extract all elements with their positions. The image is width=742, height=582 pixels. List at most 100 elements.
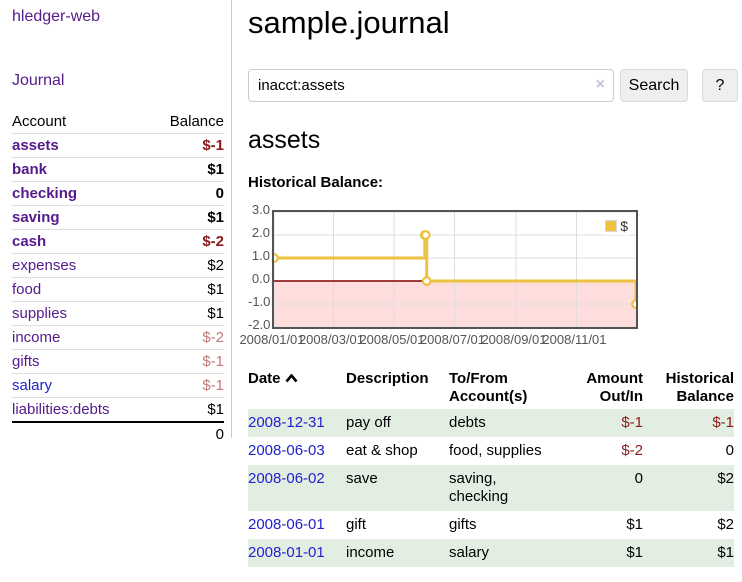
- clear-search-icon[interactable]: ×: [595, 76, 605, 93]
- transaction-description: gift: [346, 516, 367, 533]
- account-heading: assets: [248, 126, 321, 154]
- account-link-income[interactable]: income: [12, 329, 61, 346]
- transaction-account: salary: [449, 544, 490, 561]
- transaction-description: eat & shop: [346, 442, 418, 459]
- account-balance: 0: [148, 181, 224, 206]
- search-input[interactable]: [248, 69, 614, 102]
- account-balance: $-2: [148, 229, 224, 254]
- account-link-food[interactable]: food: [12, 281, 42, 298]
- register-row: 2008-12-31 pay off debts $-1 $-1: [248, 409, 734, 437]
- transaction-balance: $2: [717, 470, 734, 487]
- register-header-balance: Historical Balance: [665, 370, 734, 405]
- transaction-balance: $2: [717, 516, 734, 533]
- account-balance: $2: [148, 253, 224, 278]
- transaction-account: food, supplies: [449, 442, 542, 459]
- y-axis-tick-label: 1.0: [251, 248, 270, 263]
- account-row: salary $-1: [12, 373, 224, 398]
- register-row: 2008-06-02 save saving, checking 0 $2: [248, 465, 734, 511]
- account-row: checking 0: [12, 181, 224, 206]
- x-axis-tick-label: 2008/09/01: [481, 332, 547, 347]
- transaction-description: income: [346, 544, 395, 561]
- transaction-account: saving, checking: [449, 470, 509, 505]
- y-axis-tick-label: 0.0: [251, 271, 270, 286]
- account-balance: $-2: [148, 325, 224, 350]
- account-link-checking[interactable]: checking: [12, 185, 78, 202]
- account-row: expenses $2: [12, 253, 224, 278]
- accounts-total-value: 0: [148, 421, 224, 446]
- transaction-balance: 0: [725, 442, 734, 459]
- account-row: supplies $1: [12, 301, 224, 326]
- account-row: liabilities:debts $1: [12, 397, 224, 422]
- transaction-balance: $-1: [712, 414, 734, 431]
- help-button[interactable]: ?: [702, 69, 738, 102]
- accounts-header-account: Account: [12, 113, 67, 130]
- account-balance: $1: [148, 301, 224, 326]
- transaction-date-link[interactable]: 2008-06-02: [248, 470, 325, 487]
- y-axis-tick-label: -1.0: [248, 294, 271, 309]
- legend-swatch-icon: [605, 220, 618, 232]
- register-table: Date Description To/From Account(s) Amou…: [248, 367, 734, 567]
- register-header-account: To/From Account(s): [449, 370, 528, 405]
- account-link-bank[interactable]: bank: [12, 161, 48, 178]
- transaction-date-link[interactable]: 2008-06-03: [248, 442, 325, 459]
- search-button[interactable]: Search: [620, 69, 688, 102]
- account-balance: $1: [148, 157, 224, 182]
- transaction-amount: $1: [626, 516, 643, 533]
- transaction-date-link[interactable]: 2008-12-31: [248, 414, 325, 431]
- account-link-liabilities-debts[interactable]: liabilities:debts: [12, 401, 110, 418]
- account-link-gifts[interactable]: gifts: [12, 353, 40, 370]
- account-link-cash[interactable]: cash: [12, 233, 47, 250]
- account-link-expenses[interactable]: expenses: [12, 257, 77, 274]
- sidebar: hledger-web Journal Account Balance asse…: [0, 0, 232, 446]
- chart-legend: $: [603, 217, 630, 235]
- register-header-row: Date Description To/From Account(s) Amou…: [248, 367, 734, 409]
- transaction-date-link[interactable]: 2008-01-01: [248, 544, 325, 561]
- account-row: income $-2: [12, 325, 224, 350]
- account-balance: $1: [148, 397, 224, 422]
- historical-balance-chart: $ 3.0 2.0 1.0 0.0 -1.0 -2.0 2008/01/01 2008/03…: [239, 202, 668, 350]
- account-row: assets $-1: [12, 133, 224, 158]
- page-title: sample.journal: [248, 5, 450, 40]
- register-row: 2008-06-01 gift gifts $1 $2: [248, 511, 734, 539]
- chart-title: Historical Balance:: [248, 174, 384, 191]
- account-row: cash $-2: [12, 229, 224, 254]
- account-balance: $-1: [148, 349, 224, 374]
- search-form: × Search ?: [248, 69, 742, 102]
- x-axis-tick-label: 2008/03/01: [298, 332, 365, 347]
- main-content: sample.journal × Search ? assets Histori…: [239, 0, 742, 567]
- account-row: bank $1: [12, 157, 224, 182]
- account-balance: $-1: [148, 133, 224, 158]
- register-row: 2008-01-01 income salary $1 $1: [248, 539, 734, 567]
- account-balance: $-1: [148, 373, 224, 398]
- transaction-amount: 0: [634, 470, 643, 487]
- legend-label: $: [620, 218, 628, 234]
- y-axis-tick-label: -2.0: [248, 317, 271, 332]
- transaction-description: save: [346, 470, 378, 487]
- transaction-amount: $-2: [621, 442, 643, 459]
- y-axis-tick-label: 3.0: [251, 202, 270, 217]
- account-row: gifts $-1: [12, 349, 224, 374]
- sort-ascending-icon: [285, 370, 298, 388]
- account-balance: $1: [148, 277, 224, 302]
- accounts-header-row: Account Balance: [12, 110, 224, 134]
- transaction-account: debts: [449, 414, 486, 431]
- account-link-assets[interactable]: assets: [12, 137, 59, 154]
- chart-canvas: [274, 212, 636, 327]
- app-brand-link[interactable]: hledger-web: [12, 8, 101, 25]
- transaction-account: gifts: [449, 516, 477, 533]
- register-header-date[interactable]: Date: [248, 367, 346, 409]
- accounts-total-row: 0: [12, 421, 224, 446]
- account-link-supplies[interactable]: supplies: [12, 305, 68, 322]
- account-balance: $1: [148, 205, 224, 230]
- account-link-salary[interactable]: salary: [12, 377, 53, 394]
- transaction-description: pay off: [346, 414, 391, 431]
- account-link-saving[interactable]: saving: [12, 209, 60, 226]
- account-row: food $1: [12, 277, 224, 302]
- transaction-balance: $1: [717, 544, 734, 561]
- register-header-amount: Amount Out/In: [586, 370, 643, 405]
- x-axis-tick-label: 2008/01/01: [239, 332, 305, 347]
- transaction-date-link[interactable]: 2008-06-01: [248, 516, 325, 533]
- sidebar-item-journal[interactable]: Journal: [12, 72, 65, 89]
- x-axis-tick-label: 2008/11/01: [542, 332, 607, 347]
- transaction-amount: $1: [626, 544, 643, 561]
